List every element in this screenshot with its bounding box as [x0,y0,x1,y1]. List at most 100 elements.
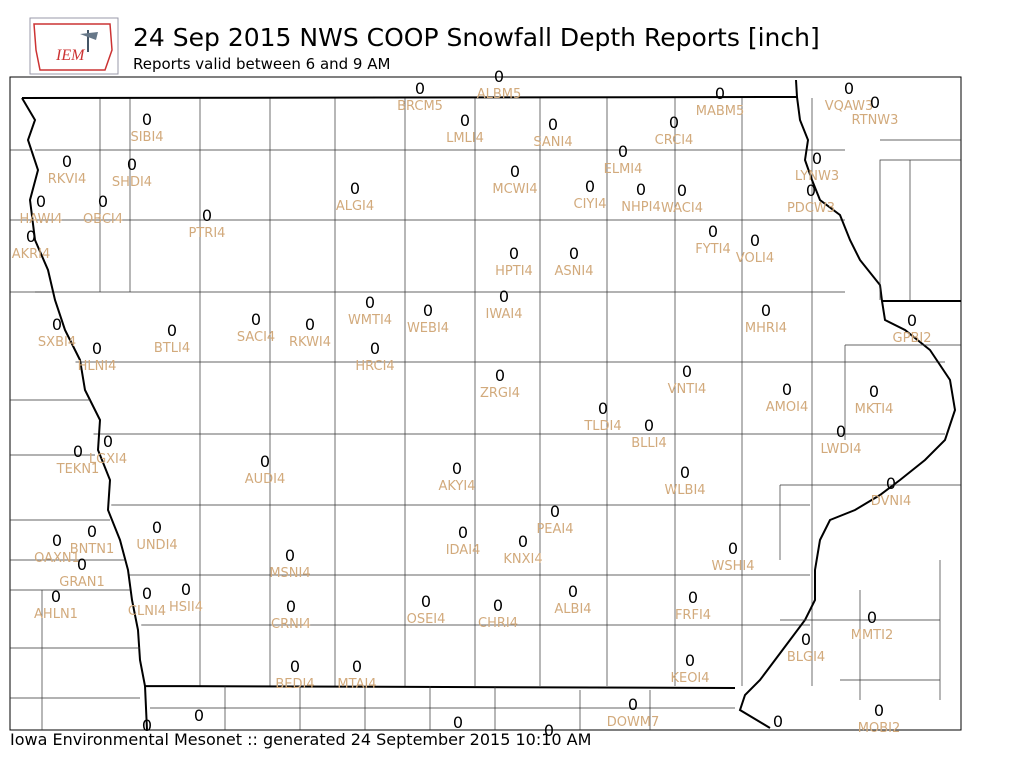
station-value: 0 [773,712,783,731]
station-id: WEBI4 [407,321,449,336]
station-value: 0 [628,695,638,714]
station-id: MKTI4 [855,402,894,417]
station-value: 0 [285,546,295,565]
station-value: 0 [286,597,296,616]
station-id: KEOI4 [670,671,709,686]
station-value: 0 [836,422,846,441]
station-value: 0 [510,162,520,181]
station-value: 0 [494,67,504,86]
station-id: HLNI4 [78,359,117,374]
station-id: NHPI4 [621,200,660,215]
station-value: 0 [52,315,62,334]
station-id: DOWM7 [607,715,660,730]
station-id: WSHI4 [712,559,755,574]
station-id: LYNW3 [795,169,839,184]
station-value: 0 [92,339,102,358]
station-id: MSNI4 [269,566,310,581]
station-id: SACI4 [237,330,275,345]
station-value: 0 [458,523,468,542]
station-id: ALBM5 [477,87,522,102]
station-value: 0 [548,115,558,134]
station-value: 0 [509,244,519,263]
station-value: 0 [98,192,108,211]
station-value: 0 [636,180,646,199]
station-value: 0 [36,192,46,211]
station-value: 0 [685,651,695,670]
station-id: PTRI4 [189,226,226,241]
station-id: VQAW3 [825,99,873,114]
subtitle: Reports valid between 6 and 9 AM [133,55,390,73]
station-id: CRCI4 [655,133,694,148]
station-value: 0 [26,227,36,246]
logo: IEM [29,17,119,75]
station-value: 0 [77,555,87,574]
station-id: BNTN1 [70,542,115,557]
station-id: HAWI4 [20,212,63,227]
station-id: AMOI4 [766,400,808,415]
station-value: 0 [801,630,811,649]
station-value: 0 [493,596,503,615]
station-id: MCWI4 [492,182,537,197]
station-id: SXBI4 [38,335,76,350]
station-value: 0 [142,584,152,603]
station-value: 0 [495,366,505,385]
logo-text: IEM [55,47,86,64]
station-value: 0 [867,608,877,627]
station-value: 0 [305,315,315,334]
station-value: 0 [708,222,718,241]
footer: Iowa Environmental Mesonet :: generated … [10,730,591,749]
station-id: IDAI4 [446,543,481,558]
station-id: HSII4 [169,600,203,615]
station-id: BTLI4 [154,341,190,356]
station-id: LGXI4 [89,452,127,467]
station-id: TEKN1 [56,462,100,477]
station-value: 0 [365,293,375,312]
station-id: RKWI4 [289,335,331,350]
station-value: 0 [460,111,470,130]
station-value: 0 [202,206,212,225]
title: 24 Sep 2015 NWS COOP Snowfall Depth Repo… [133,23,820,52]
station-value: 0 [728,539,738,558]
station-value: 0 [874,701,884,720]
station-value: 0 [167,321,177,340]
county-grid [35,98,945,686]
logo-vane [80,32,98,40]
station-value: 0 [812,149,822,168]
station-id: FYTI4 [695,242,730,257]
station-id: RKVI4 [48,172,87,187]
station-id: MABM5 [696,104,745,119]
station-id: MTAI4 [337,677,376,692]
station-id: DVNI4 [871,494,912,509]
station-id: VNTI4 [668,382,707,397]
station-id: RTNW3 [852,113,899,128]
station-value: 0 [52,531,62,550]
station-id: PDCW3 [787,201,835,216]
station-value: 0 [669,113,679,132]
station-value: 0 [453,713,463,732]
station-value: 0 [51,587,61,606]
station-id: WLBI4 [664,483,705,498]
station-value: 0 [844,79,854,98]
station-value: 0 [62,152,72,171]
station-id: CLNI4 [128,604,166,619]
station-value: 0 [598,399,608,418]
station-value: 0 [550,502,560,521]
station-id: AHLN1 [34,607,78,622]
station-id: BLLI4 [631,436,667,451]
station-value: 0 [677,181,687,200]
station-id: ALGI4 [336,199,374,214]
state-border [21,79,961,731]
station-value: 0 [350,179,360,198]
station-value: 0 [142,110,152,129]
station-id: IWAI4 [486,307,523,322]
station-value: 0 [194,706,204,725]
station-value: 0 [715,84,725,103]
station-value: 0 [415,79,425,98]
station-value: 0 [251,310,261,329]
station-value: 0 [260,452,270,471]
station-value: 0 [370,339,380,358]
station-id: HRCI4 [355,359,394,374]
station-id: SIBI4 [130,130,163,145]
station-value: 0 [544,721,554,740]
